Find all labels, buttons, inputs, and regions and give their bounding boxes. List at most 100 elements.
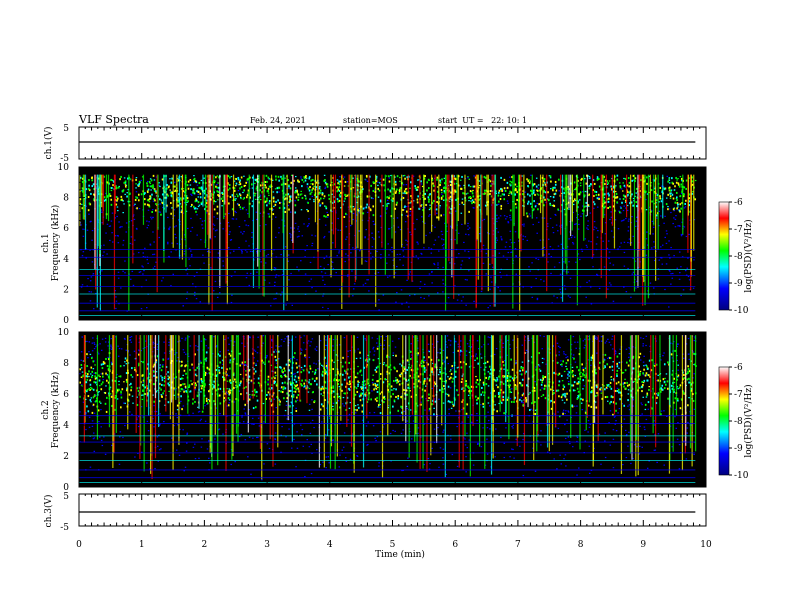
spectrogram-cell: [654, 449, 657, 451]
spectrogram-cell: [503, 187, 506, 190]
spectrogram-cell: [343, 337, 346, 339]
spectrogram-cell: [456, 425, 458, 428]
spectrogram-cell: [583, 194, 586, 197]
spectrogram-cell: [240, 231, 242, 233]
spectrogram-cell: [119, 431, 122, 433]
spectrogram-cell: [595, 336, 597, 338]
spectrogram-cell: [495, 218, 498, 220]
spectrogram-cell: [373, 182, 375, 185]
spectrogram-cell: [289, 404, 291, 407]
spectrogram-cell: [565, 365, 567, 368]
spectrogram-cell: [80, 286, 83, 288]
spectrogram-cell: [181, 337, 183, 340]
spectrogram-cell: [131, 395, 134, 397]
spectrogram-cell: [387, 276, 389, 278]
spectrogram-cell: [177, 178, 179, 180]
spectrogram-cell: [88, 202, 91, 205]
spectrogram-cell: [396, 188, 398, 191]
spectrogram-cell: [325, 467, 327, 469]
spectrogram-cell: [199, 420, 202, 422]
spectrogram-cell: [129, 336, 131, 339]
spectrogram-cell: [227, 349, 230, 351]
spectrogram-cell: [651, 220, 654, 223]
spectrogram-cell: [507, 202, 509, 204]
spectrogram-cell: [255, 211, 258, 213]
spectrogram-cell: [290, 181, 293, 184]
spectrogram-cell: [622, 219, 624, 222]
spectrogram-cell: [129, 339, 131, 342]
spectrogram-cell: [663, 464, 665, 466]
spectrogram-cell: [377, 184, 379, 187]
spectrogram-cell: [529, 194, 531, 197]
spectrogram-cell: [214, 438, 216, 440]
spectrogram-cell: [563, 208, 566, 211]
spectrogram-cell: [620, 220, 623, 222]
spectrogram-cell: [293, 391, 295, 393]
spectrogram-cell: [578, 199, 581, 201]
spectrogram-cell: [398, 380, 401, 382]
spectrogram-cell: [118, 347, 121, 350]
spectrogram-cell: [251, 236, 253, 238]
spectrogram-cell: [427, 418, 430, 421]
spectrogram-cell: [134, 203, 136, 205]
spectrogram-cell: [362, 284, 365, 286]
spectrogram-cell: [647, 401, 650, 404]
spectrogram-cell: [615, 185, 617, 187]
spectrogram-cell: [111, 232, 113, 234]
spectrogram-cell: [553, 458, 555, 460]
spheric-streak: [611, 174, 613, 226]
spectrogram-cell: [98, 436, 101, 438]
spectrogram-cell: [528, 179, 530, 181]
spectrogram-cell: [473, 201, 476, 204]
spectrogram-cell: [488, 179, 491, 182]
spectrogram-cell: [458, 203, 461, 205]
spectrogram-cell: [391, 389, 394, 391]
spectrogram-cell: [187, 227, 189, 230]
spectrogram-cell: [470, 200, 472, 202]
spectrogram-cell: [416, 188, 419, 191]
spectrogram-cell: [422, 206, 424, 209]
spectrogram-cell: [290, 375, 293, 377]
spectrogram-cell: [272, 196, 275, 199]
spectrogram-cell: [311, 245, 313, 247]
spectrogram-cell: [623, 219, 625, 221]
spectrogram-cell: [319, 197, 322, 200]
spectrogram-cell: [91, 261, 94, 263]
spectrogram-cell: [562, 247, 564, 249]
spectrogram-cell: [332, 402, 335, 404]
spectrogram-cell: [573, 236, 576, 238]
spectrogram-cell: [330, 261, 333, 263]
spectrogram-cell: [653, 259, 656, 262]
spectrogram-cell: [306, 186, 309, 188]
spectrogram-cell: [293, 438, 295, 440]
spectrogram-cell: [615, 420, 617, 422]
spectrogram-cell: [324, 336, 327, 338]
spectrogram-cell: [668, 178, 670, 180]
spectrogram-cell: [612, 195, 614, 198]
spectrogram-cell: [275, 178, 277, 181]
spectrogram-cell: [609, 444, 612, 446]
spectrogram-cell: [309, 198, 311, 200]
spectrogram-cell: [198, 410, 201, 412]
spectrogram-cell: [231, 208, 234, 211]
spectrogram-cell: [514, 183, 517, 186]
spectrogram-cell: [404, 221, 407, 223]
spheric-streak: [156, 174, 158, 293]
spectrogram-cell: [212, 196, 214, 199]
spectrogram-cell: [657, 374, 659, 376]
spectrogram-cell: [235, 177, 237, 180]
spectrogram-cell: [449, 400, 451, 403]
spectrogram-cell: [500, 236, 502, 238]
spectrogram-cell: [278, 201, 281, 204]
spectrogram-cell: [226, 392, 228, 394]
spectrogram-cell: [307, 224, 309, 227]
spectrogram-cell: [387, 188, 389, 191]
spectrogram-cell: [213, 224, 216, 226]
spectrogram-cell: [616, 201, 618, 204]
spheric-streak: [282, 174, 284, 234]
spectrogram-cell: [388, 254, 390, 256]
spectrogram-cell: [606, 198, 608, 201]
spectrogram-cell: [567, 185, 569, 188]
spectrogram-cell: [495, 227, 498, 230]
spectrogram-cell: [273, 267, 276, 269]
